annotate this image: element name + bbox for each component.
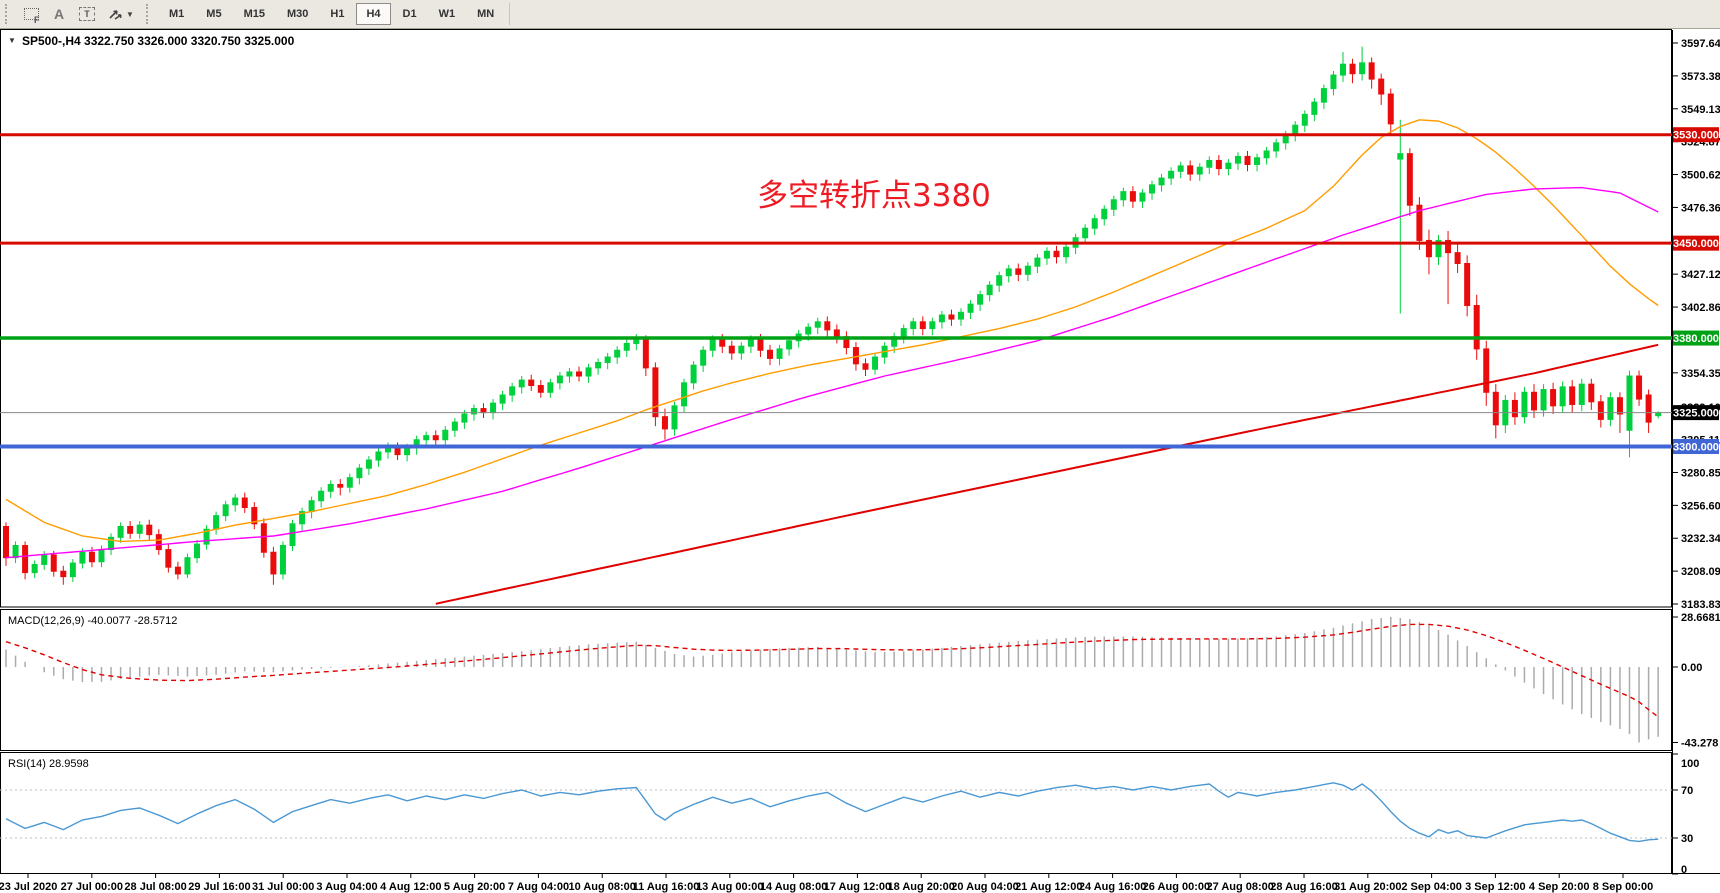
- chart-graphics: 3597.6403573.3853549.1303524.8753500.620…: [0, 28, 1720, 893]
- tf-button-m30[interactable]: M30: [286, 8, 309, 20]
- rsi-axis-label: 30: [1681, 833, 1693, 845]
- rsi-axis-label: 0: [1681, 864, 1687, 876]
- price-axis-label: 3256.600: [1681, 500, 1720, 512]
- arrange-tool-button[interactable]: ▼: [101, 2, 141, 26]
- toolbar-separator: [509, 3, 511, 25]
- time-axis-label: 27 Jul 00:00: [61, 881, 123, 893]
- tf-button-mn[interactable]: MN: [477, 8, 495, 20]
- svg-text:3530.000: 3530.000: [1673, 130, 1719, 142]
- fibonacci-icon: F: [23, 8, 40, 25]
- macd-panel: [0, 609, 1672, 751]
- fibonacci-tool-button[interactable]: F: [17, 2, 45, 26]
- svg-text:3325.000: 3325.000: [1673, 408, 1719, 420]
- time-axis-label: 31 Jul 00:00: [252, 881, 314, 893]
- price-axis-label: 3232.345: [1681, 533, 1720, 545]
- time-axis-label: 4 Sep 20:00: [1529, 881, 1590, 893]
- price-axis-label: 3183.835: [1681, 599, 1720, 611]
- price-axis-label: 3354.355: [1681, 368, 1720, 380]
- price-axis-label: 3549.130: [1681, 104, 1720, 116]
- tf-button-h1[interactable]: H1: [330, 8, 345, 20]
- time-axis-label: 3 Sep 12:00: [1465, 881, 1526, 893]
- current-price-badge: 3325.000: [1673, 405, 1719, 421]
- price-axis-label: 3597.640: [1681, 38, 1720, 50]
- svg-text:3380.000: 3380.000: [1673, 333, 1719, 345]
- text-label-icon: T: [79, 7, 95, 21]
- periods-toolbar-grip[interactable]: [146, 4, 155, 24]
- tf-button-m5[interactable]: M5: [206, 8, 222, 20]
- price-axis-label: 3476.365: [1681, 202, 1720, 214]
- price-axis-label: 3208.090: [1681, 566, 1720, 578]
- time-axis-label: 4 Aug 12:00: [380, 881, 441, 893]
- macd-axis-label: 28.6681: [1681, 612, 1720, 624]
- time-axis-label: 21 Aug 12:00: [1015, 881, 1082, 893]
- time-axis-label: 2 Sep 04:00: [1401, 881, 1462, 893]
- timeframe-buttons: M1 M5 M15 M30 H1 H4 D1 W1 MN: [158, 3, 505, 25]
- price-badge-3450: 3450.000: [1673, 235, 1719, 251]
- rsi-line: [5, 782, 1659, 843]
- price-axis-label: 3573.385: [1681, 71, 1720, 83]
- time-axis-label: 10 Aug 08:00: [568, 881, 635, 893]
- rsi-axis-label: 70: [1681, 785, 1693, 797]
- text-label-tool-button[interactable]: T: [73, 2, 101, 26]
- time-axis-label: 26 Aug 00:00: [1143, 881, 1210, 893]
- svg-text:3300.000: 3300.000: [1673, 442, 1719, 454]
- svg-text:3450.000: 3450.000: [1673, 238, 1719, 250]
- price-badge-3380: 3380.000: [1673, 330, 1719, 346]
- price-badge-3530: 3530.000: [1673, 127, 1719, 143]
- text-tool-button[interactable]: A: [45, 2, 73, 26]
- ma-mid-line: [5, 186, 1659, 559]
- time-axis-label: 3 Aug 04:00: [316, 881, 377, 893]
- time-axis-label: 17 Aug 12:00: [824, 881, 891, 893]
- tf-button-m15[interactable]: M15: [243, 8, 265, 20]
- chart-title: SP500-,H4 3322.750 3326.000 3320.750 332…: [22, 34, 295, 48]
- tf-button-d1[interactable]: D1: [402, 8, 417, 20]
- toolbar: F A T ▼ M1 M5 M15 M30 H1 H4 D1 W1 MN: [0, 0, 1720, 29]
- rsi-indicator-label: RSI(14) 28.9598: [8, 758, 89, 770]
- time-axis-label: 29 Jul 16:00: [188, 881, 250, 893]
- price-axis-label: 3500.620: [1681, 170, 1720, 182]
- time-axis-label: 18 Aug 20:00: [887, 881, 954, 893]
- price-axis-label: 3280.855: [1681, 467, 1720, 479]
- macd-signal-line: [5, 623, 1659, 718]
- rsi-axis-label: 100: [1681, 758, 1699, 770]
- arrows-icon: [109, 10, 122, 20]
- time-axis-label: 13 Aug 00:00: [696, 881, 763, 893]
- time-axis-label: 23 Jul 2020: [0, 881, 57, 893]
- tf-button-m1[interactable]: M1: [169, 8, 185, 20]
- tf-button-h4[interactable]: H4: [356, 3, 391, 25]
- ma-slow-line: [435, 343, 1659, 605]
- time-axis-label: 7 Aug 04:00: [508, 881, 569, 893]
- macd-axis-label: -43.278: [1681, 737, 1718, 749]
- annotation-text[interactable]: 多空转折点3380: [757, 178, 991, 214]
- main-panel: [0, 29, 1672, 608]
- time-axis-label: 31 Aug 20:00: [1334, 881, 1401, 893]
- tf-button-w1[interactable]: W1: [438, 8, 456, 20]
- macd-indicator-label: MACD(12,26,9) -40.0077 -28.5712: [8, 615, 177, 627]
- macd-axis-label: 0.00: [1681, 662, 1702, 674]
- time-axis-label: 14 Aug 08:00: [760, 881, 827, 893]
- time-axis-label: 28 Aug 16:00: [1270, 881, 1337, 893]
- time-axis-label: 20 Aug 04:00: [951, 881, 1018, 893]
- time-axis-label: 5 Aug 20:00: [444, 881, 505, 893]
- time-axis-label: 8 Sep 00:00: [1593, 881, 1654, 893]
- price-axis-label: 3402.865: [1681, 302, 1720, 314]
- ohlc-expand-icon[interactable]: ▼: [8, 36, 16, 45]
- time-axis-label: 27 Aug 08:00: [1206, 881, 1273, 893]
- time-axis-label: 24 Aug 16:00: [1079, 881, 1146, 893]
- time-axis-label: 11 Aug 16:00: [633, 881, 700, 893]
- price-badge-3300: 3300.000: [1673, 439, 1719, 455]
- text-icon: A: [53, 6, 65, 22]
- chevron-down-icon: ▼: [126, 9, 134, 19]
- price-axis-label: 3427.120: [1681, 269, 1720, 281]
- objects-toolbar-grip[interactable]: [5, 4, 14, 24]
- candlesticks: [3, 46, 1662, 585]
- rsi-panel: [0, 752, 1672, 874]
- ma-fast-line: [5, 119, 1659, 543]
- time-axis-label: 28 Jul 08:00: [124, 881, 186, 893]
